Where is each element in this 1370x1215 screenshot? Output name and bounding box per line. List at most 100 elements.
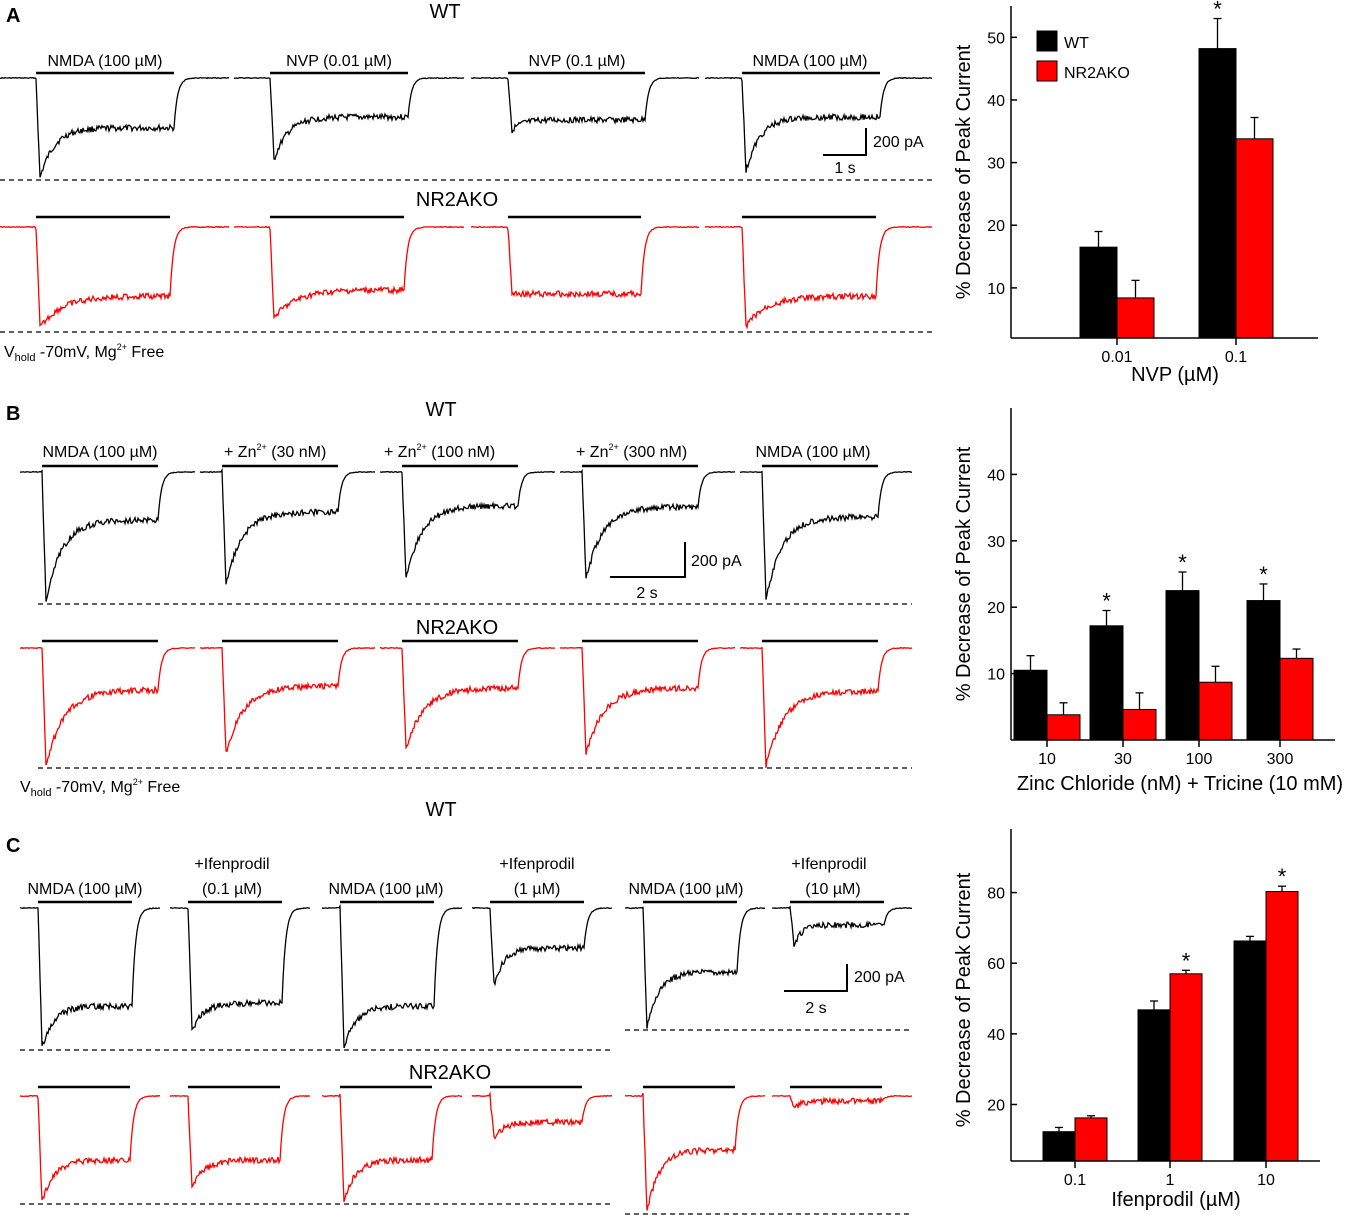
trace-a-wt-4 [704,76,933,173]
y-tick-label: 50 [987,30,1005,47]
trace-a-wt-3 [471,76,700,134]
bar-chart-b: % Decrease of Peak Current Zinc Chloride… [953,408,1343,795]
legend-ko-label: NR2AKO [1064,65,1130,82]
x-tick-label: 100 [1186,751,1213,768]
x-tick-label: 1 [1166,1172,1175,1189]
bar-chart-a: % Decrease of Peak Current NVP (µM) WT N… [953,0,1318,386]
trace-b-ko-1 [19,646,196,766]
panel-b-wt-traces [19,467,912,602]
panel-a-ko-title: NR2AKO [416,189,498,211]
panel-c-label: C [6,835,20,857]
panel-a-wt-title: WT [429,1,460,23]
legend-wt-swatch [1036,30,1058,52]
panel-c-drug-6: (10 µM) [805,881,860,898]
bar-wt [1079,246,1118,339]
panel-c-drug-4: (1 µM) [514,881,561,898]
panel-b-scale-x: 2 s [636,585,657,602]
panel-a-vhold: Vhold -70mV, Mg2+ Free [4,342,164,364]
panel-b-ko-traces [19,646,913,768]
bar-ko [1279,657,1314,741]
panel-c-wt-traces [19,904,913,1049]
panel-c-ko-title: NR2AKO [409,1062,491,1084]
panel-c-drug-5: NMDA (100 µM) [628,881,743,898]
bar-chart-a-ylabel: % Decrease of Peak Current [953,44,975,299]
significance-star: * [1213,0,1222,22]
panel-b-scale-bar: 200 pA 2 s [610,542,742,602]
panel-a: A WT NR2AKO NMDA (100 µM) NVP (0.01 µM) … [0,1,935,364]
bar-chart-a-bars [1079,17,1274,339]
bar-chart-c-xlabel: Ifenprodil (µM) [1111,1189,1240,1211]
bar-ko [1116,297,1155,339]
panel-c-scale-x: 2 s [805,1000,826,1017]
panel-c-baselines [20,1029,912,1215]
trace-b-ko-2 [199,646,376,753]
y-tick-label: 30 [987,534,1005,551]
panel-b-drug-2: + Zn2+ (30 nM) [224,442,326,461]
panel-b-baselines [38,603,912,769]
panel-a-scale-y: 200 pA [873,134,924,151]
y-tick-label: 10 [987,281,1005,298]
legend-wt-label: WT [1064,35,1089,52]
bar-wt [1165,590,1200,741]
x-tick-label: 300 [1267,751,1294,768]
trace-c-ko-2 [169,1094,311,1189]
bar-chart-b-bars [1013,571,1314,741]
trace-b-wt-2 [199,467,376,585]
y-tick-label: 20 [987,1097,1005,1114]
trace-a-ko-1 [0,225,230,327]
panel-c-drug-2: (0.1 µM) [202,881,262,898]
y-tick-label: 40 [987,467,1005,484]
panel-c-drug-top-3: +Ifenprodil [791,856,866,873]
x-tick-label: 0.1 [1064,1172,1086,1189]
trace-c-ko-4 [471,1091,613,1140]
panel-b-ko-title: NR2AKO [416,617,498,639]
trace-a-wt-2 [234,76,465,161]
y-tick-label: 40 [987,1027,1005,1044]
bar-ko [1074,1117,1108,1162]
panel-a-baselines [0,179,935,333]
bar-wt [1137,1009,1171,1162]
trace-c-ko-1 [19,1094,160,1201]
trace-c-wt-4 [471,906,612,987]
x-tick-label: 10 [1257,1172,1275,1189]
significance-star: * [1278,864,1287,889]
legend-ko-swatch [1036,60,1058,82]
panel-c: C WT NR2AKO +Ifenprodil +Ifenprodil +Ife… [6,799,913,1215]
significance-star: * [1178,550,1187,575]
panel-c-application-bars [38,900,884,1089]
trace-b-wt-3 [379,470,556,578]
panel-c-drug-1: NMDA (100 µM) [27,881,142,898]
panel-b: B WT NR2AKO NMDA (100 µM) + Zn2+ (30 nM)… [6,399,913,799]
trace-a-wt-1 [0,76,230,178]
bar-ko [1169,973,1203,1162]
bar-wt [1013,669,1048,741]
x-tick-label: 10 [1038,751,1056,768]
bar-wt [1198,48,1237,339]
trace-b-wt-5 [739,470,912,600]
bar-chart-a-legend: WT NR2AKO [1036,30,1130,82]
panel-a-scale-bar: 200 pA 1 s [823,128,924,177]
panel-b-label: B [6,403,20,425]
panel-a-drug-4: NMDA (100 µM) [752,53,867,70]
panel-c-wt-title: WT [425,799,456,821]
trace-b-ko-3 [379,646,555,750]
bar-ko [1235,138,1274,339]
panel-b-drug-1: NMDA (100 µM) [42,444,157,461]
trace-b-ko-5 [739,646,913,768]
bar-wt [1233,940,1267,1162]
y-tick-label: 40 [987,93,1005,110]
bar-chart-c-ylabel: % Decrease of Peak Current [953,872,975,1127]
panel-b-drug-4: + Zn2+ (300 nM) [576,442,687,461]
trace-a-ko-2 [233,225,465,320]
panel-b-vhold: Vhold -70mV, Mg2+ Free [20,777,180,799]
y-tick-label: 10 [987,667,1005,684]
trace-c-wt-3 [321,904,463,1049]
bar-chart-a-xlabel: NVP (µM) [1131,364,1219,386]
panel-a-application-bars [36,71,880,219]
panel-b-wt-title: WT [425,399,456,421]
trace-c-ko-6 [772,1094,912,1109]
bar-wt [1089,625,1124,741]
trace-b-ko-4 [559,646,736,755]
significance-star: * [1259,562,1268,587]
bar-ko [1265,891,1299,1162]
